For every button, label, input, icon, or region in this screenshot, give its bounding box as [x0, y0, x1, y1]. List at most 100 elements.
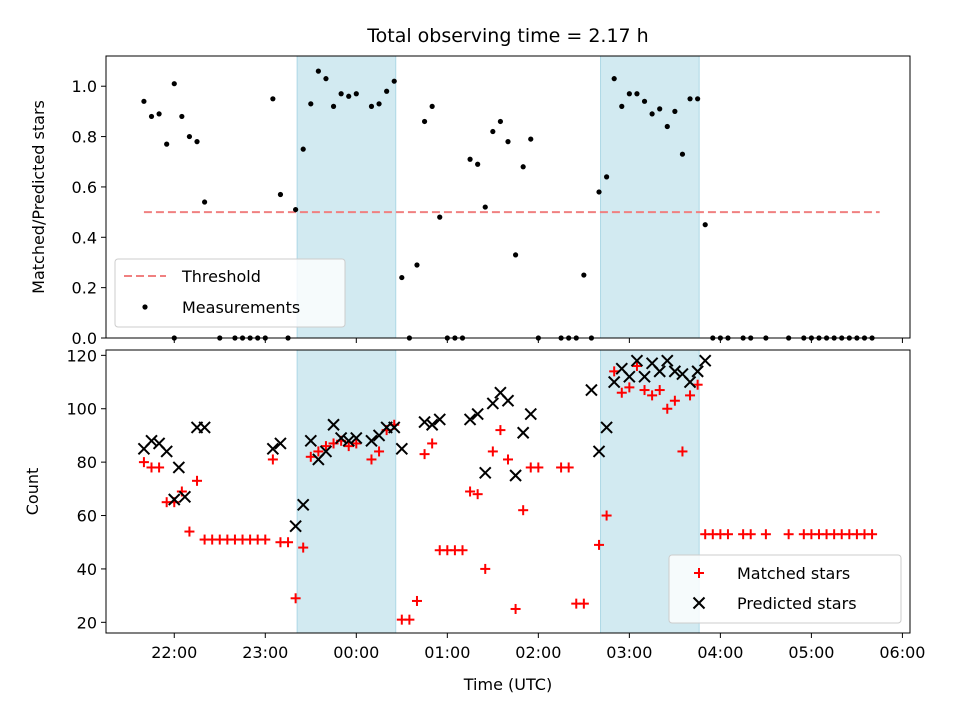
measurement-point	[202, 199, 208, 205]
measurement-point	[194, 139, 200, 145]
count-y-tick-label: 120	[66, 346, 97, 365]
matched-star-point	[411, 595, 422, 606]
matched-star-point	[518, 505, 529, 516]
predicted-star-point	[516, 426, 530, 439]
predicted-star-point	[350, 431, 363, 445]
ratio-legend: Threshold Measurements	[114, 258, 346, 328]
measurement-point	[619, 103, 625, 109]
predicted-star-point	[178, 490, 192, 504]
measurement-point	[148, 113, 155, 120]
matched-star-point	[305, 451, 316, 462]
predicted-star-point	[160, 445, 173, 458]
legend-measurements-swatch	[142, 304, 148, 310]
count-ticks: 20 40 60 80 100 120 22:00 23:00 00:00 01:00 02:00 0…	[66, 346, 925, 662]
count-panel: 20 40 60 80 100 120 22:00 23:00 00:00 01:00 02:00 0…	[23, 346, 925, 694]
measurement-point	[490, 128, 496, 135]
x-tick-label: 05:00	[788, 643, 834, 662]
predicted-star-point	[691, 365, 704, 378]
x-tick-label: 04:00	[697, 643, 743, 662]
predicted-star-point	[661, 354, 674, 367]
matched-star-point	[465, 486, 476, 497]
matched-star-point	[427, 438, 438, 449]
matched-star-point	[457, 545, 468, 556]
matched-star-point	[260, 534, 271, 545]
legend-matched-label: Matched stars	[737, 564, 850, 583]
measurement-point	[664, 123, 670, 130]
predicted-star-point	[319, 445, 333, 458]
x-tick-label: 02:00	[515, 643, 561, 662]
matched-star-point	[404, 614, 415, 625]
measurement-point	[596, 189, 602, 195]
count-y-axis-label: Count	[23, 468, 42, 516]
predicted-star-point	[342, 434, 355, 447]
measurement-point	[695, 96, 701, 102]
ratio-y-tick-label: 0.8	[72, 128, 97, 147]
ratio-y-tick-label: 0.4	[72, 228, 97, 247]
matched-star-point	[320, 441, 331, 452]
x-axis-label: Time (UTC)	[463, 675, 552, 694]
matched-star-point	[298, 542, 309, 553]
predicted-star-point	[168, 493, 181, 506]
ratio-axes-frame	[105, 55, 911, 339]
measurement-point	[581, 272, 587, 278]
legend-predicted-label: Predicted stars	[737, 594, 857, 613]
measurement-point	[649, 111, 655, 117]
count-y-tick-label: 100	[66, 400, 97, 419]
measurement-point	[672, 108, 678, 114]
matched-star-point	[138, 457, 149, 468]
predicted-star-point	[297, 498, 310, 512]
matched-star-point	[624, 382, 635, 393]
predicted-star-point	[289, 520, 302, 533]
measurement-point	[687, 96, 693, 102]
predicted-star-point	[388, 421, 401, 434]
matched-star-point	[313, 446, 324, 457]
predicted-star-point	[638, 370, 651, 383]
predicted-star-point	[433, 413, 446, 426]
measurement-point	[611, 76, 617, 82]
matched-star-point	[366, 454, 377, 465]
measurement-point	[641, 98, 648, 104]
matched-star-point	[760, 529, 771, 540]
measurement-point	[171, 81, 177, 87]
matched-star-point	[563, 462, 574, 473]
measurement-point	[429, 103, 435, 109]
count-y-tick-label: 20	[77, 613, 97, 632]
predicted-star-point	[592, 445, 606, 458]
matched-star-point	[609, 366, 620, 377]
measurement-point	[323, 76, 329, 82]
matched-star-point	[783, 529, 794, 540]
count-legend-box	[668, 554, 902, 624]
predicted-star-point	[198, 421, 211, 434]
predicted-star-point	[501, 394, 515, 407]
matched-star-point	[594, 539, 605, 550]
predicted-star-point	[274, 437, 287, 450]
ratio-panel: 0.0 0.2 0.4 0.6 0.8 1.0 Total observing time …	[29, 25, 911, 348]
measurement-point	[186, 133, 193, 140]
predicted-star-point	[630, 354, 644, 367]
matched-star-point	[616, 387, 627, 398]
predicted-star-point	[623, 370, 636, 383]
predicted-star-point	[365, 434, 378, 447]
matched-star-point	[374, 446, 385, 457]
measurement-point	[634, 91, 640, 97]
measurement-point	[505, 139, 511, 145]
x-tick-label: 03:00	[606, 643, 652, 662]
predicted-star-point	[463, 413, 477, 426]
predicted-star-point	[172, 461, 186, 474]
measurement-point	[475, 161, 481, 167]
measurement-point	[626, 91, 632, 97]
matched-star-point	[184, 526, 195, 537]
matched-star-point	[647, 390, 658, 401]
matched-star-point	[685, 390, 696, 401]
matched-star-point	[639, 385, 650, 396]
predicted-star-point	[425, 418, 439, 431]
matched-star-point	[419, 449, 430, 460]
measurement-point	[679, 151, 686, 157]
measurement-point	[293, 206, 299, 213]
legend-matched-swatch	[694, 568, 704, 578]
matched-star-point	[654, 385, 665, 396]
predicted-star-point	[486, 397, 500, 410]
matched-star-point	[495, 425, 506, 436]
x-tick-label: 06:00	[879, 643, 925, 662]
legend-matched-marker	[694, 568, 704, 578]
